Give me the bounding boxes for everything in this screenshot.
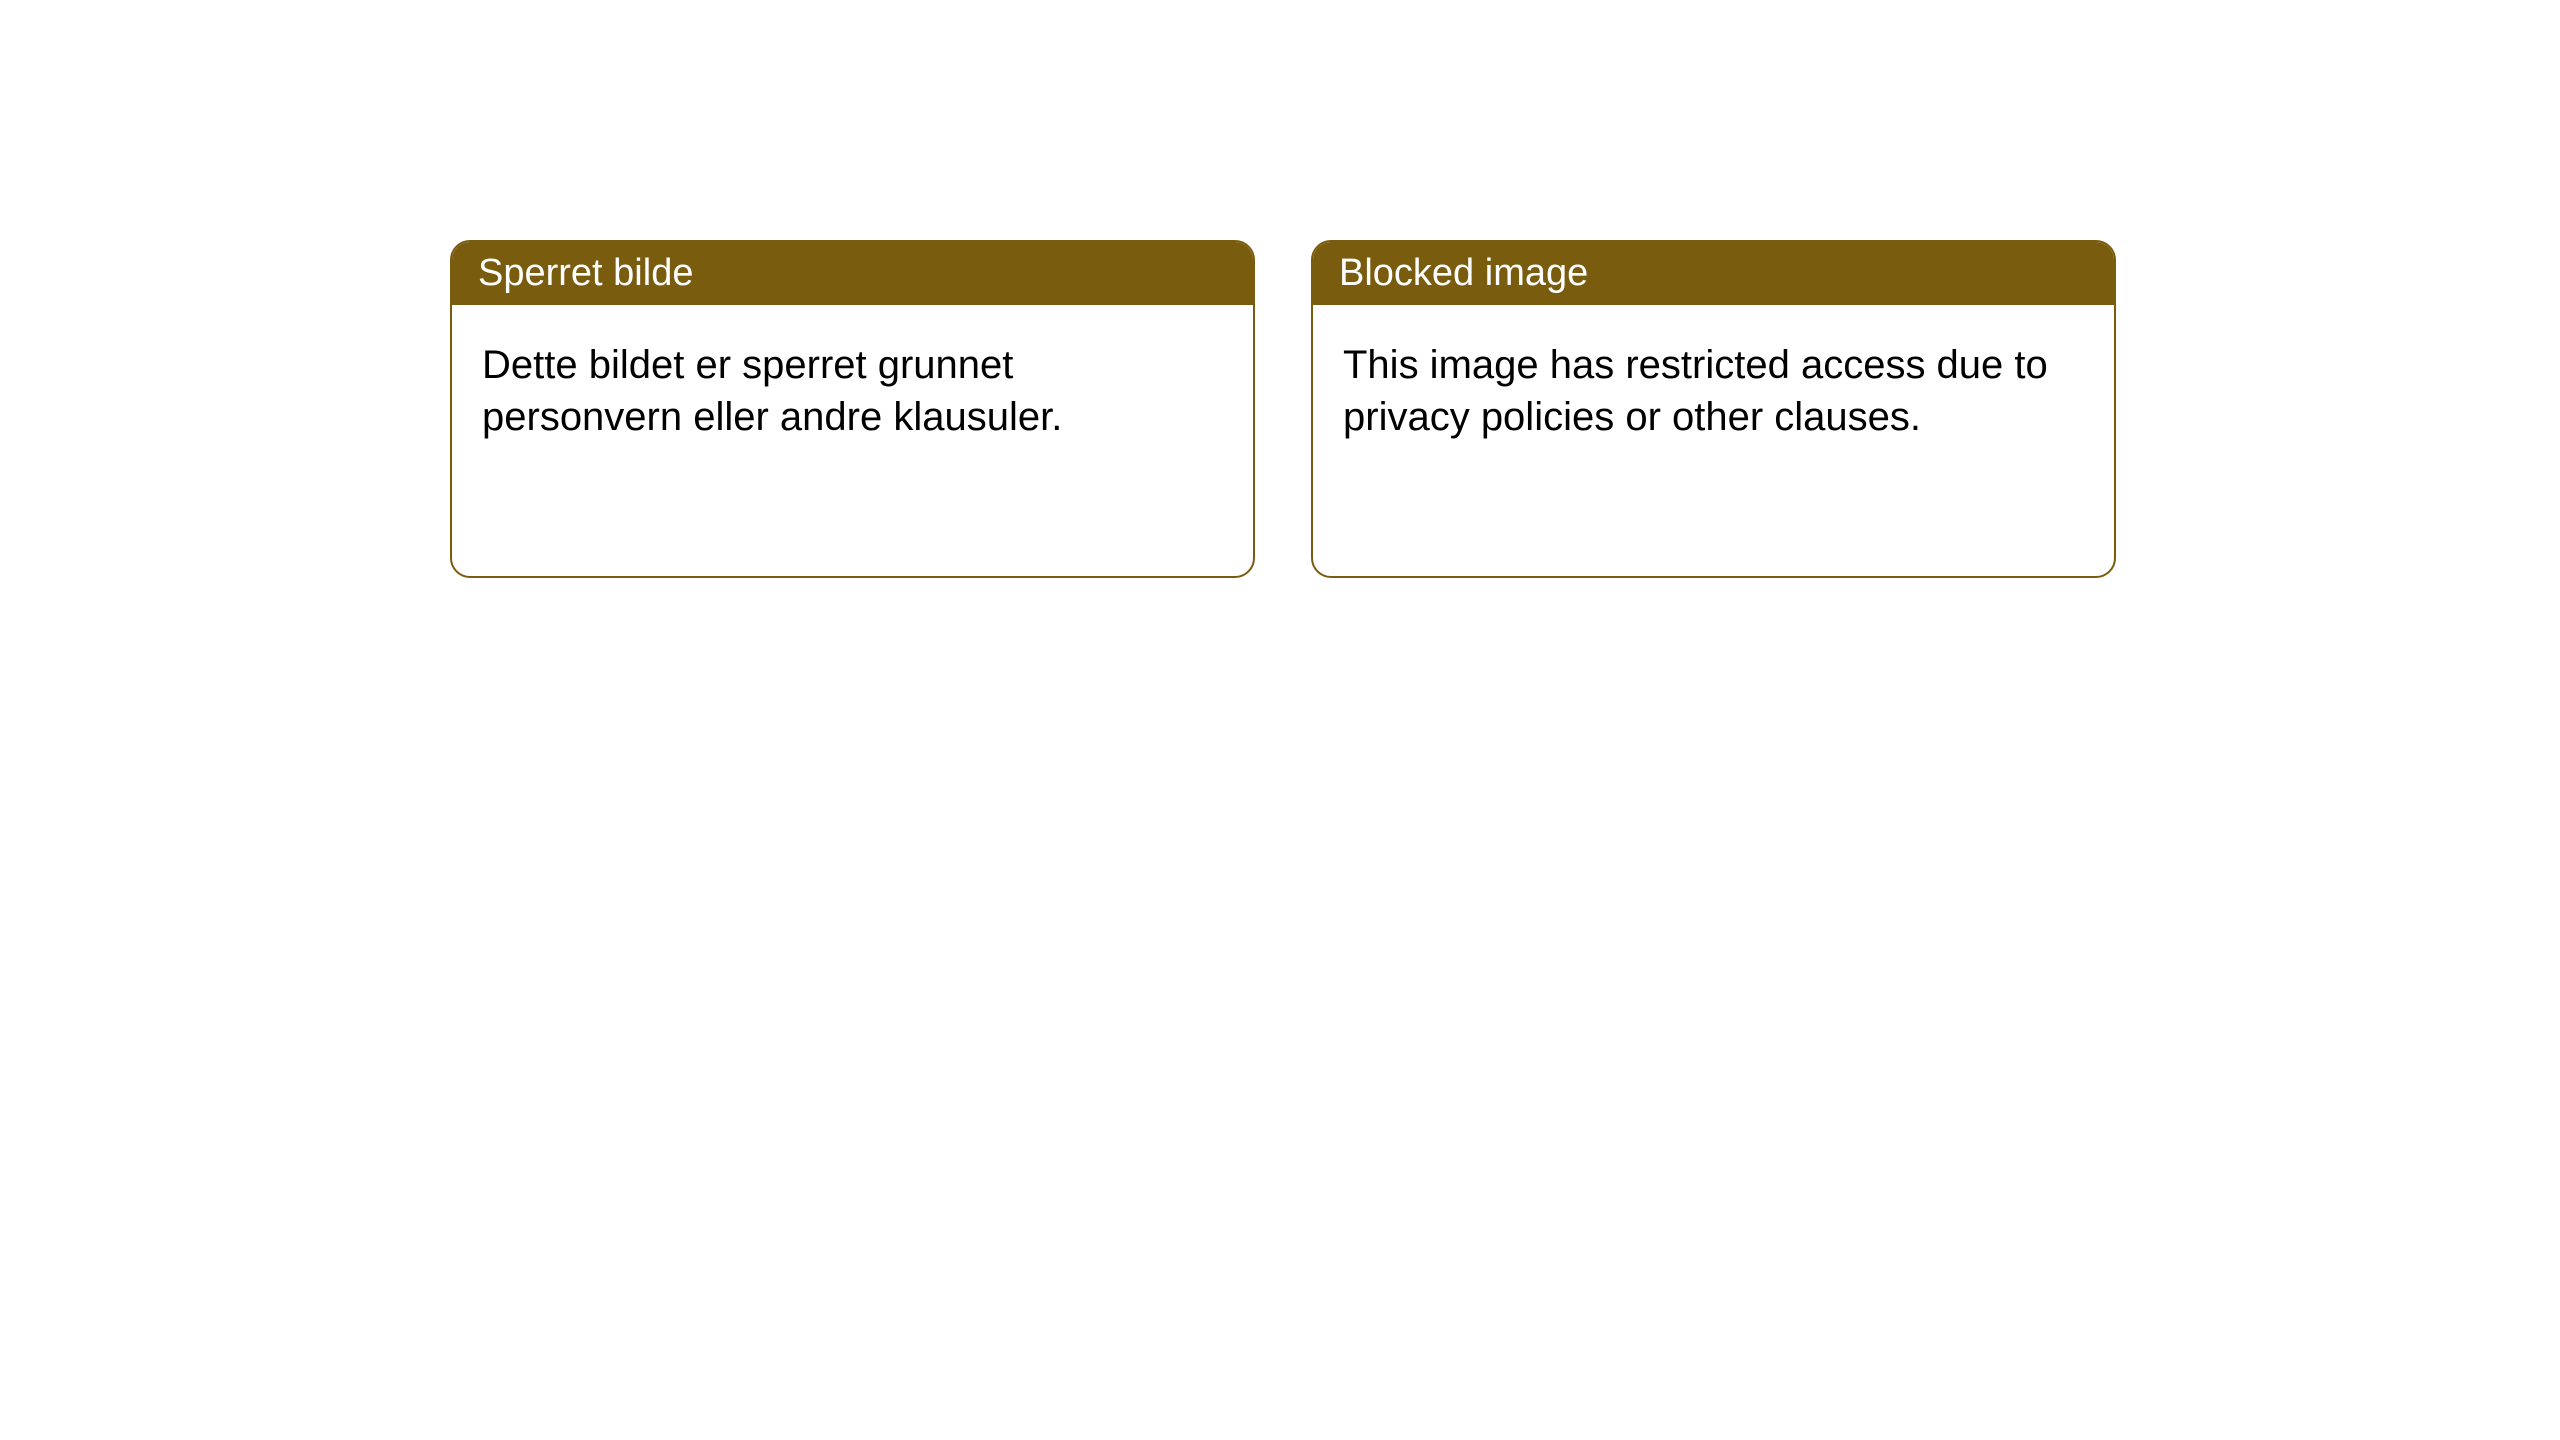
info-cards-container: Sperret bilde Dette bildet er sperret gr…: [450, 240, 2560, 578]
info-card-norwegian: Sperret bilde Dette bildet er sperret gr…: [450, 240, 1255, 578]
card-header-text: Sperret bilde: [478, 252, 693, 294]
card-body: This image has restricted access due to …: [1313, 305, 2114, 477]
card-body-text: This image has restricted access due to …: [1343, 343, 2048, 439]
info-card-english: Blocked image This image has restricted …: [1311, 240, 2116, 578]
card-body: Dette bildet er sperret grunnet personve…: [452, 305, 1253, 477]
card-body-text: Dette bildet er sperret grunnet personve…: [482, 343, 1062, 439]
card-header-text: Blocked image: [1339, 252, 1588, 294]
card-header: Blocked image: [1313, 242, 2114, 305]
card-header: Sperret bilde: [452, 242, 1253, 305]
